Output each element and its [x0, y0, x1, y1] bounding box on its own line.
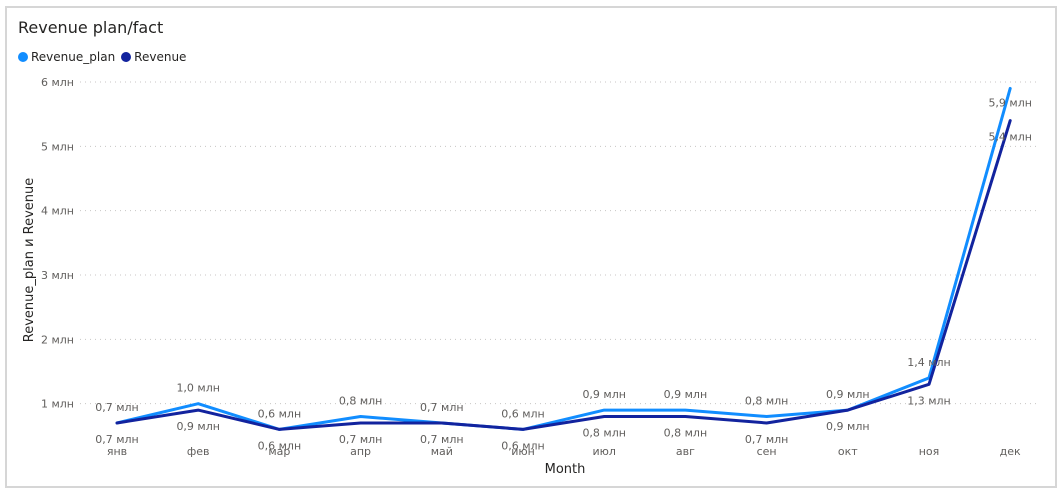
- x-tick-label: дек: [1000, 445, 1021, 458]
- x-tick-label: авг: [676, 445, 695, 458]
- x-tick-label: фев: [187, 445, 210, 458]
- y-tick-label: 2 млн: [41, 333, 74, 346]
- legend-dot-revenue: [121, 52, 132, 62]
- data-label-revenue: 0,9 млн: [176, 420, 220, 433]
- x-tick-label: май: [431, 445, 453, 458]
- series-layer: [115, 86, 1012, 431]
- data-label-revenue-plan: 0,9 млн: [582, 388, 626, 401]
- x-tick-label: июл: [592, 445, 615, 458]
- y-tick-label: 6 млн: [41, 76, 74, 89]
- series-line-revenue[interactable]: [115, 119, 1012, 431]
- x-tick-label: апр: [350, 445, 371, 458]
- x-tick-label: окт: [838, 445, 858, 458]
- legend-item-revenue[interactable]: Revenue: [121, 50, 186, 64]
- y-tick-label: 1 млн: [41, 398, 74, 411]
- data-label-revenue: 0,9 млн: [826, 420, 870, 433]
- data-label-revenue-plan: 5,9 млн: [988, 96, 1032, 109]
- y-tick-label: 5 млн: [41, 140, 74, 153]
- y-axis-ticks: 1 млн 2 млн 3 млн 4 млн 5 млн 6 млн: [41, 76, 74, 411]
- x-tick-label: мар: [268, 445, 290, 458]
- data-label-revenue-plan: 0,9 млн: [664, 388, 708, 401]
- data-label-revenue-plan: 0,7 млн: [95, 401, 139, 414]
- data-label-revenue-plan: 0,6 млн: [258, 407, 302, 420]
- data-label-revenue-plan: 0,6 млн: [501, 407, 545, 420]
- data-label-revenue-plan: 1,4 млн: [907, 356, 951, 369]
- data-label-revenue: 1,3 млн: [907, 394, 951, 407]
- data-label-revenue: 0,7 млн: [420, 433, 464, 446]
- series-line-revenue-plan[interactable]: [115, 86, 1012, 431]
- data-label-revenue: 0,8 млн: [664, 427, 708, 440]
- chart-legend: Revenue_plan Revenue: [18, 50, 192, 64]
- chart-title: Revenue plan/fact: [18, 18, 164, 37]
- x-axis-title: Month: [545, 462, 586, 477]
- data-label-revenue: 0,7 млн: [745, 433, 789, 446]
- legend-dot-revenue-plan: [18, 52, 28, 62]
- data-label-revenue-plan: 0,8 млн: [339, 395, 383, 408]
- data-label-revenue: 0,6 млн: [501, 439, 545, 452]
- legend-label-revenue-plan: Revenue_plan: [31, 50, 116, 64]
- y-tick-label: 3 млн: [41, 269, 74, 282]
- grid-layer: [80, 81, 1040, 405]
- legend-item-revenue-plan[interactable]: Revenue_plan: [18, 50, 115, 64]
- x-tick-label: янв: [107, 445, 127, 458]
- data-label-revenue: 0,7 млн: [339, 433, 383, 446]
- x-tick-label: ноя: [919, 445, 940, 458]
- data-label-revenue-plan: 0,7 млн: [420, 401, 464, 414]
- data-label-revenue-plan: 0,9 млн: [826, 388, 870, 401]
- data-label-revenue-plan: 0,8 млн: [745, 395, 789, 408]
- data-label-revenue: 5,4 млн: [988, 131, 1032, 144]
- data-label-revenue: 0,7 млн: [95, 433, 139, 446]
- data-labels-layer: 0,7 млн 1,0 млн 0,6 млн 0,8 млн 0,7 млн 0,6 м…: [95, 96, 1032, 452]
- x-axis-ticks: янв фев мар апр май июн июл авг сен окт ноя дек: [107, 445, 1021, 458]
- x-tick-label: июн: [511, 445, 535, 458]
- y-tick-label: 4 млн: [41, 205, 74, 218]
- data-label-revenue-plan: 1,0 млн: [176, 382, 220, 395]
- legend-label-revenue: Revenue: [134, 50, 187, 64]
- data-label-revenue: 0,6 млн: [258, 439, 302, 452]
- x-tick-label: сен: [757, 445, 777, 458]
- data-label-revenue: 0,8 млн: [582, 427, 626, 440]
- y-axis-title: Revenue_plan и Revenue: [22, 178, 37, 343]
